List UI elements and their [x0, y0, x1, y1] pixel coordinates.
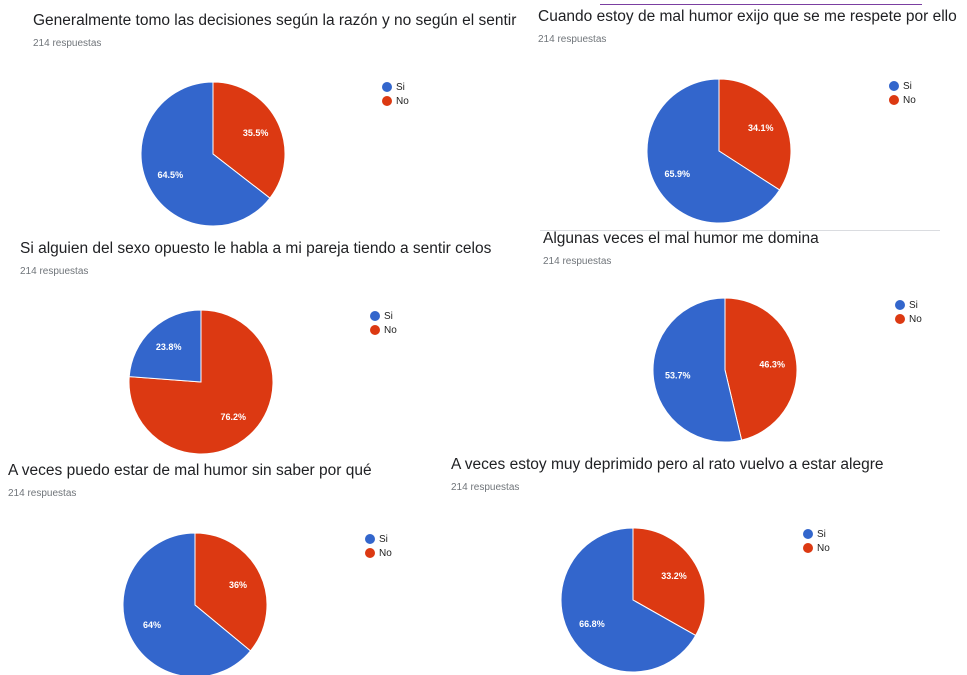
pie-slice-si[interactable] — [140, 81, 271, 227]
legend-label: No — [909, 313, 922, 325]
slice-percent-label: 76.2% — [221, 412, 247, 422]
divider — [600, 4, 922, 5]
slice-percent-label: 46.3% — [759, 359, 785, 369]
legend-dot-icon — [382, 82, 392, 92]
legend-item-no[interactable]: No — [895, 312, 922, 326]
chart-legend: Si No — [365, 532, 392, 560]
slice-percent-label: 66.8% — [579, 619, 605, 629]
pie-slice-no[interactable] — [632, 527, 706, 637]
legend-label: No — [396, 95, 409, 107]
response-count: 214 respuestas — [543, 256, 612, 267]
legend-item-si[interactable]: Si — [365, 532, 392, 546]
pie-slice-no[interactable] — [194, 532, 268, 652]
pie-slice-no[interactable] — [724, 297, 798, 441]
response-count: 214 respuestas — [451, 482, 520, 493]
legend-label: Si — [379, 533, 388, 545]
legend-item-no[interactable]: No — [382, 94, 409, 108]
legend-dot-icon — [370, 311, 380, 321]
legend-item-no[interactable]: No — [365, 546, 392, 560]
legend-label: Si — [903, 80, 912, 92]
chart-title: Cuando estoy de mal humor exijo que se m… — [538, 8, 957, 25]
legend-label: Si — [817, 528, 826, 540]
legend-dot-icon — [803, 529, 813, 539]
response-count: 214 respuestas — [33, 38, 102, 49]
response-count: 214 respuestas — [538, 34, 607, 45]
legend-label: Si — [396, 81, 405, 93]
legend-label: No — [817, 542, 830, 554]
pie-slice-si[interactable] — [122, 532, 252, 675]
chart-title: Generalmente tomo las decisiones según l… — [33, 12, 517, 29]
chart-legend: Si No — [803, 527, 830, 555]
chart-legend: Si No — [889, 79, 916, 107]
legend-dot-icon — [365, 548, 375, 558]
legend-label: Si — [909, 299, 918, 311]
legend-dot-icon — [889, 81, 899, 91]
legend-label: No — [379, 547, 392, 559]
legend-item-no[interactable]: No — [370, 323, 397, 337]
legend-item-si[interactable]: Si — [895, 298, 922, 312]
slice-percent-label: 34.1% — [748, 123, 774, 133]
divider — [540, 230, 940, 231]
slice-percent-label: 33.2% — [661, 571, 687, 581]
legend-item-si[interactable]: Si — [370, 309, 397, 323]
legend-label: No — [903, 94, 916, 106]
chart-title: A veces puedo estar de mal humor sin sab… — [8, 462, 372, 479]
legend-item-no[interactable]: No — [803, 541, 830, 555]
chart-legend: Si No — [382, 80, 409, 108]
response-count: 214 respuestas — [20, 266, 89, 277]
legend-dot-icon — [889, 95, 899, 105]
response-count: 214 respuestas — [8, 488, 77, 499]
pie-slice-si[interactable] — [560, 527, 697, 673]
chart-title: Si alguien del sexo opuesto le habla a m… — [20, 240, 492, 257]
legend-item-si[interactable]: Si — [889, 79, 916, 93]
slice-percent-label: 53.7% — [665, 371, 691, 381]
slice-percent-label: 35.5% — [243, 128, 269, 138]
legend-label: Si — [384, 310, 393, 322]
legend-dot-icon — [895, 314, 905, 324]
legend-item-si[interactable]: Si — [803, 527, 830, 541]
legend-dot-icon — [370, 325, 380, 335]
pie-slice-si[interactable] — [128, 309, 202, 383]
slice-percent-label: 64.5% — [158, 170, 184, 180]
slice-percent-label: 36% — [229, 580, 247, 590]
slice-percent-label: 23.8% — [156, 342, 182, 352]
slice-percent-label: 65.9% — [665, 169, 691, 179]
legend-dot-icon — [895, 300, 905, 310]
legend-item-si[interactable]: Si — [382, 80, 409, 94]
legend-label: No — [384, 324, 397, 336]
pie-slice-si[interactable] — [652, 297, 743, 443]
chart-legend: Si No — [895, 298, 922, 326]
chart-title: A veces estoy muy deprimido pero al rato… — [451, 456, 884, 473]
pie-slice-no[interactable] — [212, 81, 286, 199]
legend-dot-icon — [382, 96, 392, 106]
chart-legend: Si No — [370, 309, 397, 337]
chart-title: Algunas veces el mal humor me domina — [543, 230, 819, 247]
legend-item-no[interactable]: No — [889, 93, 916, 107]
slice-percent-label: 64% — [143, 620, 161, 630]
legend-dot-icon — [365, 534, 375, 544]
legend-dot-icon — [803, 543, 813, 553]
pie-slice-si[interactable] — [646, 78, 781, 224]
